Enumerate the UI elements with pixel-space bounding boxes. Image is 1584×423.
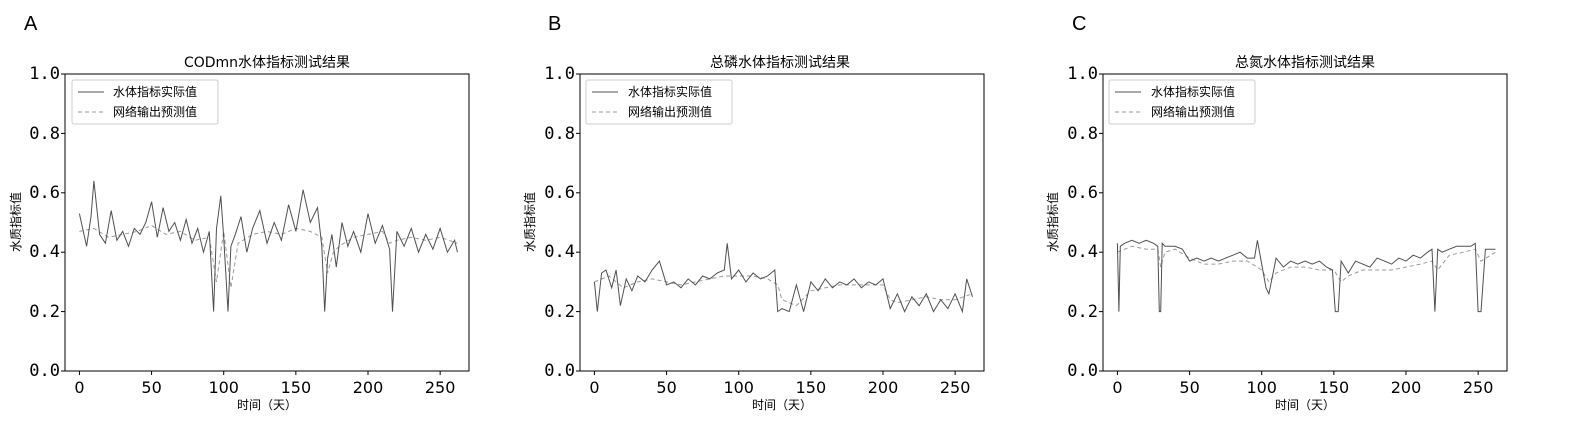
y-tick-label: 0.2 (1067, 302, 1098, 322)
y-axis: 0.0 0.2 0.4 0.6 0.8 1.0 (29, 64, 65, 381)
x-tick-label: 200 (1391, 378, 1422, 397)
y-axis-label: 水质指标值 (8, 192, 23, 252)
legend-box (71, 79, 219, 125)
panel-letter: B (548, 13, 561, 35)
x-tick-label: 150 (796, 378, 827, 397)
y-tick-label: 1.0 (1067, 64, 1098, 84)
y-tick-label: 0.0 (544, 361, 575, 381)
legend-predicted-label: 网络输出预测值 (628, 104, 712, 119)
x-axis: 0 50 100 150 200 250 (74, 371, 455, 397)
y-tick-label: 0.2 (544, 302, 575, 322)
x-tick-label: 0 (1112, 378, 1122, 397)
y-axis: 0.0 0.2 0.4 0.6 0.8 1.0 (1067, 64, 1103, 381)
x-axis: 0 50 100 150 200 250 (1112, 371, 1493, 397)
y-axis-label: 水质指标值 (1045, 192, 1060, 252)
series-layer (593, 243, 973, 314)
y-tick-label: 0.6 (1067, 183, 1098, 203)
plot-frame (579, 73, 985, 372)
y-tick-label: 0.8 (29, 124, 60, 144)
chart-title: 总磷水体指标测试结果 (710, 55, 850, 71)
y-tick-label: 0.8 (1067, 124, 1098, 144)
x-axis: 0 50 100 150 200 250 (589, 371, 970, 397)
y-tick-label: 0.4 (1067, 242, 1098, 262)
predicted-series-line (1117, 245, 1496, 283)
panel-c: C 总氮水体指标测试结果 0.0 0.2 0.4 0.6 0.8 1.0 0 50… (1045, 13, 1508, 412)
chart-title: 总氮水体指标测试结果 (1235, 55, 1375, 71)
series-layer (1116, 239, 1496, 313)
panel-letter: C (1072, 13, 1086, 35)
plot-frame (1102, 73, 1508, 372)
x-tick-label: 100 (208, 378, 239, 397)
y-tick-label: 0.8 (544, 124, 575, 144)
panel-a: A CODmn水体指标测试结果 0.0 0.2 0.4 0.6 0.8 1.0 … (8, 13, 470, 412)
legend-actual-label: 水体指标实际值 (1151, 84, 1235, 99)
actual-series-line (78, 180, 458, 312)
x-tick-label: 0 (589, 378, 599, 397)
x-axis-label: 时间（天） (237, 398, 297, 412)
legend-actual-label: 水体指标实际值 (113, 84, 197, 99)
x-tick-label: 200 (353, 378, 384, 397)
x-tick-label: 250 (1463, 378, 1494, 397)
x-tick-label: 100 (1246, 378, 1277, 397)
plot-frame (64, 73, 470, 372)
y-tick-label: 0.0 (29, 361, 60, 381)
y-tick-label: 0.6 (544, 183, 575, 203)
x-tick-label: 50 (1179, 378, 1199, 397)
x-tick-label: 200 (868, 378, 899, 397)
y-tick-label: 1.0 (29, 64, 60, 84)
chart-title: CODmn水体指标测试结果 (184, 55, 350, 71)
legend-predicted-label: 网络输出预测值 (113, 104, 197, 119)
x-tick-label: 150 (281, 378, 312, 397)
x-tick-label: 100 (723, 378, 754, 397)
panel-b: B 总磷水体指标测试结果 0.0 0.2 0.4 0.6 0.8 1.0 0 50… (522, 13, 985, 412)
x-axis-label: 时间（天） (752, 398, 812, 412)
legend-predicted-label: 网络输出预测值 (1151, 104, 1235, 119)
x-tick-label: 250 (425, 378, 456, 397)
legend-box (1108, 79, 1256, 125)
x-tick-label: 250 (940, 378, 971, 397)
actual-series-line (1116, 239, 1496, 313)
actual-series-line (593, 243, 973, 314)
legend: 水体指标实际值 网络输出预测值 (71, 79, 219, 125)
legend: 水体指标实际值 网络输出预测值 (1108, 79, 1256, 125)
legend-box (585, 79, 733, 125)
legend-actual-label: 水体指标实际值 (628, 84, 712, 99)
y-axis-label: 水质指标值 (522, 192, 537, 252)
x-tick-label: 50 (656, 378, 676, 397)
y-tick-label: 1.0 (544, 64, 575, 84)
x-tick-label: 0 (74, 378, 84, 397)
x-axis-label: 时间（天） (1275, 398, 1335, 412)
y-tick-label: 0.0 (1067, 361, 1098, 381)
legend: 水体指标实际值 网络输出预测值 (585, 79, 733, 125)
panel-letter: A (24, 13, 38, 35)
y-tick-label: 0.2 (29, 302, 60, 322)
x-tick-label: 50 (141, 378, 161, 397)
series-layer (78, 180, 458, 312)
predicted-series-line (79, 224, 458, 288)
y-tick-label: 0.4 (544, 242, 575, 262)
x-tick-label: 150 (1319, 378, 1350, 397)
y-axis: 0.0 0.2 0.4 0.6 0.8 1.0 (544, 64, 580, 381)
y-tick-label: 0.6 (29, 183, 60, 203)
y-tick-label: 0.4 (29, 242, 60, 262)
